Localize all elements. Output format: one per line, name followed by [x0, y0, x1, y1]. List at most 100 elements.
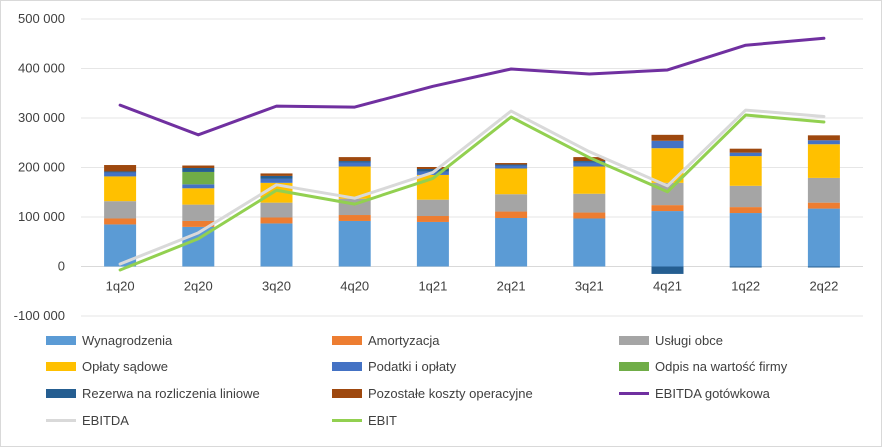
- bar-segment-podatki-i-opłaty: [651, 140, 684, 149]
- legend-label: Rezerwa na rozliczenia liniowe: [82, 386, 260, 401]
- legend-swatch: [332, 389, 362, 398]
- bar-segment-pozostałe-koszty-operacyjne: [651, 134, 684, 141]
- legend-item: Odpis na wartość firmy: [619, 359, 787, 374]
- bar-segment-usługi-obce: [573, 193, 606, 213]
- bar-segment-wynagrodzenia: [416, 221, 449, 267]
- bar-segment-pozostałe-koszty-operacyjne: [495, 163, 528, 165]
- legend-swatch: [46, 336, 76, 345]
- legend-swatch: [619, 336, 649, 345]
- x-tick-label: 3q21: [575, 279, 604, 294]
- x-tick-label: 2q20: [184, 279, 213, 294]
- legend-swatch: [619, 392, 649, 395]
- bar-segment-opłaty-sądowe: [573, 166, 606, 194]
- x-tick-label: 1q22: [731, 279, 760, 294]
- bar-segment-rezerwa-na-rozliczenia-liniowe: [573, 161, 606, 163]
- bar-segment-podatki-i-opłaty: [495, 165, 528, 169]
- bar-segment-pozostałe-koszty-operacyjne: [416, 167, 449, 169]
- legend-label: Opłaty sądowe: [82, 359, 168, 374]
- bar-segment-amortyzacja: [729, 207, 762, 214]
- bar-segment-rezerwa-na-rozliczenia-liniowe: [182, 167, 215, 172]
- series-line-ebitda-gotówkowa: [118, 36, 826, 137]
- bar-segment-rezerwa-na-rozliczenia-liniowe: [729, 266, 762, 268]
- legend-label: EBITDA gotówkowa: [655, 386, 770, 401]
- bar-segment-usługi-obce: [104, 201, 137, 219]
- legend-item: Pozostałe koszty operacyjne: [332, 386, 533, 401]
- bar-segment-rezerwa-na-rozliczenia-liniowe: [651, 266, 684, 274]
- bar-segment-podatki-i-opłaty: [807, 140, 840, 145]
- legend-label: Wynagrodzenia: [82, 333, 173, 348]
- legend-label: Pozostałe koszty operacyjne: [368, 386, 533, 401]
- bar-segment-pozostałe-koszty-operacyjne: [807, 135, 840, 141]
- y-tick-label: 500 000: [18, 11, 65, 26]
- bar-segment-usługi-obce: [807, 177, 840, 203]
- bar-segment-wynagrodzenia: [338, 220, 371, 267]
- bar-segment-rezerwa-na-rozliczenia-liniowe: [338, 161, 371, 163]
- bar-segment-pozostałe-koszty-operacyjne: [729, 148, 762, 153]
- bar-segment-amortyzacja: [573, 212, 606, 219]
- bar-segment-pozostałe-koszty-operacyjne: [338, 157, 371, 162]
- bar-segment-podatki-i-opłaty: [573, 162, 606, 167]
- bar-segment-opłaty-sądowe: [495, 168, 528, 195]
- bar-segment-opłaty-sądowe: [104, 176, 137, 202]
- bar-segment-amortyzacja: [495, 211, 528, 218]
- bar-segment-wynagrodzenia: [807, 208, 840, 267]
- bar-segment-rezerwa-na-rozliczenia-liniowe: [260, 175, 293, 179]
- bar-segment-opłaty-sądowe: [729, 156, 762, 186]
- y-tick-label: 0: [58, 259, 65, 274]
- bar-segment-amortyzacja: [807, 202, 840, 209]
- chart-plot: -100 000 0 100 000 200 000 300 000 400 000 500…: [14, 11, 863, 321]
- y-tick-label: 100 000: [18, 209, 65, 224]
- bar-segment-amortyzacja: [104, 218, 137, 225]
- bar-segment-rezerwa-na-rozliczenia-liniowe: [807, 266, 840, 268]
- legend-label: EBITDA: [82, 413, 129, 428]
- legend-label: EBIT: [368, 413, 397, 428]
- legend-item: Opłaty sądowe: [46, 359, 168, 374]
- x-axis-ticks: 1q20 2q20 3q20 4q20 1q21 2q21 3q21 4q21 1q22 2q22: [106, 279, 839, 294]
- bar-segment-rezerwa-na-rozliczenia-liniowe: [104, 171, 137, 173]
- bar-segment-odpis-na-wartość-firmy: [182, 171, 215, 185]
- bar-segment-pozostałe-koszty-operacyjne: [182, 165, 215, 168]
- legend-item: Wynagrodzenia: [46, 333, 172, 348]
- legend-label: Usługi obce: [655, 333, 723, 348]
- x-tick-label: 2q22: [809, 279, 838, 294]
- legend-swatch: [332, 336, 362, 345]
- bar-segment-rezerwa-na-rozliczenia-liniowe: [495, 164, 528, 166]
- legend-item: EBITDA gotówkowa: [619, 386, 770, 401]
- legend-swatch: [332, 419, 362, 422]
- bar-segment-usługi-obce: [416, 199, 449, 217]
- legend-swatch: [46, 389, 76, 398]
- bar-segment-wynagrodzenia: [651, 211, 684, 267]
- y-tick-label: 300 000: [18, 110, 65, 125]
- legend-item: EBIT: [332, 413, 397, 428]
- legend-label: Odpis na wartość firmy: [655, 359, 788, 374]
- bar-segment-usługi-obce: [182, 204, 215, 221]
- bar-segment-wynagrodzenia: [260, 223, 293, 267]
- bar-segment-wynagrodzenia: [729, 213, 762, 267]
- y-tick-label: -100 000: [14, 308, 65, 321]
- bar-segment-podatki-i-opłaty: [260, 178, 293, 183]
- y-tick-label: 400 000: [18, 61, 65, 76]
- legend-swatch: [332, 362, 362, 371]
- x-tick-label: 2q21: [497, 279, 526, 294]
- series-line-ebitda: [118, 108, 826, 266]
- bar-segment-wynagrodzenia: [495, 217, 528, 267]
- bar-segment-amortyzacja: [651, 205, 684, 212]
- x-tick-label: 1q20: [106, 279, 135, 294]
- legend-item: Amortyzacja: [332, 333, 440, 348]
- stacked-bars: [104, 134, 840, 274]
- bar-segment-wynagrodzenia: [573, 218, 606, 267]
- bar-segment-podatki-i-opłaty: [104, 172, 137, 177]
- bar-segment-amortyzacja: [338, 215, 371, 221]
- bar-segment-pozostałe-koszty-operacyjne: [260, 173, 293, 176]
- x-tick-label: 4q21: [653, 279, 682, 294]
- bar-segment-amortyzacja: [416, 216, 449, 222]
- legend-label: Amortyzacja: [368, 333, 440, 348]
- legend-swatch: [619, 362, 649, 371]
- bar-segment-usługi-obce: [729, 185, 762, 208]
- bar-segment-opłaty-sądowe: [651, 148, 684, 183]
- legend-item: Usługi obce: [619, 333, 723, 348]
- bar-segment-opłaty-sądowe: [182, 188, 215, 205]
- series-lines: [118, 36, 826, 272]
- bar-segment-podatki-i-opłaty: [729, 152, 762, 157]
- legend-swatch: [46, 419, 76, 422]
